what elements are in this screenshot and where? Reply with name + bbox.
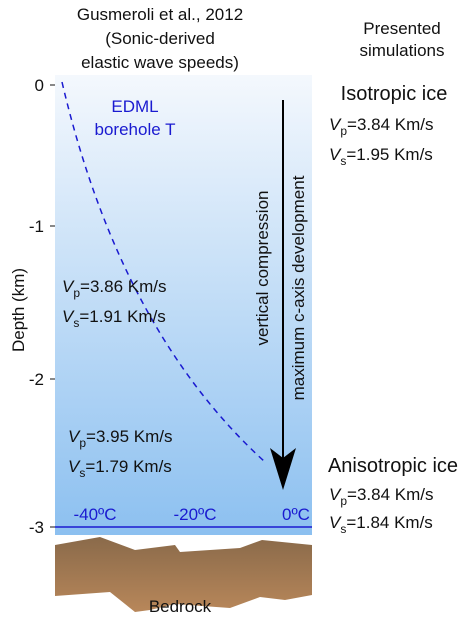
text-part: =3.84 Km/s — [347, 485, 433, 504]
measurement-vp: Vp=3.95 Km/s — [68, 427, 173, 450]
bedrock-shape — [55, 537, 312, 612]
source-title: elastic wave speeds) — [81, 53, 239, 72]
text-part: =1.91 Km/s — [79, 307, 165, 326]
text-part: V — [329, 145, 342, 164]
simulation-title: Anisotropic ice — [328, 455, 458, 477]
source-title: Gusmeroli et al., 2012 — [77, 5, 243, 24]
text-part: p — [340, 494, 347, 508]
source-title: (Sonic-derived — [105, 29, 215, 48]
text-part: s — [79, 466, 85, 480]
text-part: =1.79 Km/s — [85, 457, 171, 476]
temperature-label: -20ºC — [173, 505, 216, 524]
simulation-vp: Vp=3.84 Km/s — [329, 115, 434, 138]
depth-tick-label: -3 — [29, 518, 44, 537]
bedrock-label: Bedrock — [149, 597, 212, 616]
text-part: V — [329, 485, 342, 504]
text-part: V — [329, 115, 342, 134]
depth-axis-label: Depth (km) — [9, 268, 28, 352]
text-part: V — [62, 277, 75, 296]
depth-tick-label: -2 — [29, 370, 44, 389]
measurement-vp: Vp=3.86 Km/s — [62, 277, 167, 300]
simulation-vs: Vs=1.84 Km/s — [329, 513, 433, 536]
text-part: s — [73, 316, 79, 330]
text-part: =3.86 Km/s — [80, 277, 166, 296]
text-part: p — [79, 436, 86, 450]
measurement-vs: Vs=1.79 Km/s — [68, 457, 172, 480]
arrow-label: maximum c-axis development — [289, 175, 308, 400]
depth-tick-label: 0 — [35, 76, 44, 95]
temperature-label: 0ºC — [282, 505, 310, 524]
depth-tick-label: -1 — [29, 217, 44, 236]
profile-label: EDML — [111, 97, 158, 116]
text-part: V — [68, 427, 81, 446]
arrow-label: vertical compression — [253, 191, 272, 346]
text-part: V — [68, 457, 81, 476]
text-part: =3.95 Km/s — [86, 427, 172, 446]
profile-label: borehole T — [95, 120, 176, 139]
ice-column — [55, 75, 312, 535]
text-part: p — [340, 124, 347, 138]
simulations-title: Presented — [363, 19, 441, 38]
text-part: =3.84 Km/s — [347, 115, 433, 134]
text-part: =1.95 Km/s — [346, 145, 432, 164]
simulations-title: simulations — [359, 41, 444, 60]
simulation-vp: Vp=3.84 Km/s — [329, 485, 434, 508]
text-part: s — [340, 522, 346, 536]
text-part: V — [62, 307, 75, 326]
text-part: s — [340, 154, 346, 168]
text-part: V — [329, 513, 342, 532]
temperature-profile — [61, 81, 266, 463]
temperature-label: -40ºC — [73, 505, 116, 524]
text-part: p — [73, 286, 80, 300]
measurement-vs: Vs=1.91 Km/s — [62, 307, 166, 330]
simulation-vs: Vs=1.95 Km/s — [329, 145, 433, 168]
simulation-title: Isotropic ice — [341, 83, 448, 105]
text-part: =1.84 Km/s — [346, 513, 432, 532]
arrow-head — [270, 448, 296, 490]
